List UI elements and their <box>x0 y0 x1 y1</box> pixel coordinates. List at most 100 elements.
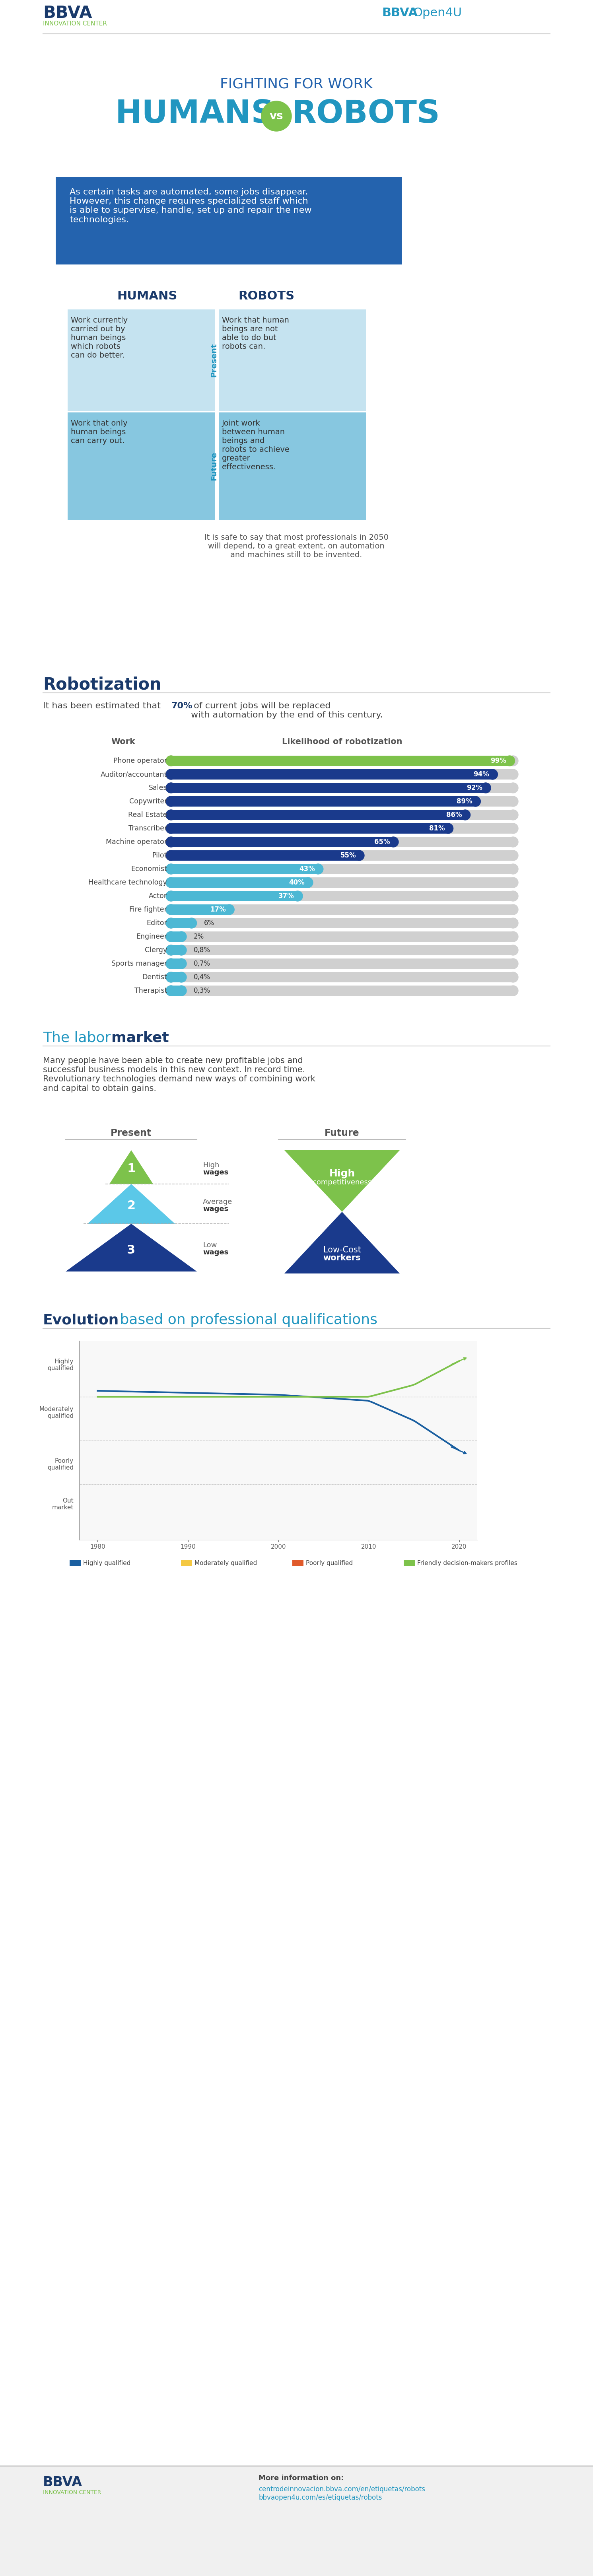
Text: Likelihood of robotization: Likelihood of robotization <box>282 737 402 744</box>
Circle shape <box>176 945 187 956</box>
Circle shape <box>505 755 515 765</box>
Text: Many people have been able to create new profitable jobs and
successful business: Many people have been able to create new… <box>43 1056 315 1092</box>
Text: Moderately
qualified: Moderately qualified <box>39 1406 74 1419</box>
Bar <box>171 987 513 997</box>
Text: Present: Present <box>111 1128 152 1139</box>
Circle shape <box>166 958 176 969</box>
Bar <box>219 412 366 520</box>
Text: It is safe to say that most professionals in 2050
will depend, to a great extent: It is safe to say that most professional… <box>204 533 388 559</box>
Bar <box>171 770 493 781</box>
Polygon shape <box>109 1151 153 1185</box>
Text: 0,8%: 0,8% <box>194 945 211 953</box>
Text: Sports manager: Sports manager <box>111 961 167 966</box>
Text: Machine operator: Machine operator <box>106 837 167 845</box>
Text: 6%: 6% <box>204 920 214 927</box>
Circle shape <box>166 958 176 969</box>
Text: Sales: Sales <box>149 783 167 791</box>
Bar <box>69 1561 81 1566</box>
Circle shape <box>166 863 176 873</box>
Circle shape <box>508 783 518 793</box>
Text: Future: Future <box>324 1128 359 1139</box>
Circle shape <box>508 824 518 835</box>
Circle shape <box>262 100 292 131</box>
Polygon shape <box>285 1211 400 1273</box>
Text: centrodeinnovacion.bbva.com/en/etiquetas/robots
bbvaopen4u.com/es/etiquetas/robo: centrodeinnovacion.bbva.com/en/etiquetas… <box>259 2486 425 2501</box>
Circle shape <box>166 987 176 997</box>
Text: Poorly qualified: Poorly qualified <box>306 1561 353 1566</box>
Circle shape <box>166 945 176 956</box>
Bar <box>171 891 298 902</box>
Text: Work: Work <box>111 737 135 744</box>
Text: Work that only
human beings
can carry out.: Work that only human beings can carry ou… <box>71 420 127 446</box>
Bar <box>171 904 229 914</box>
Bar <box>404 1561 415 1566</box>
Text: 2%: 2% <box>194 933 204 940</box>
Polygon shape <box>66 1224 197 1273</box>
Text: Pilot: Pilot <box>152 853 167 858</box>
Circle shape <box>166 933 176 943</box>
Circle shape <box>186 917 197 927</box>
Text: Engineer: Engineer <box>136 933 167 940</box>
Text: 81%: 81% <box>429 824 445 832</box>
Text: 40%: 40% <box>289 878 305 886</box>
Circle shape <box>487 770 498 781</box>
Text: competitiveness: competitiveness <box>313 1180 372 1185</box>
Bar <box>0 1028 593 1507</box>
Circle shape <box>166 891 176 902</box>
Bar <box>171 783 486 793</box>
Bar <box>171 917 513 927</box>
Text: 92%: 92% <box>467 783 483 791</box>
Circle shape <box>224 904 234 914</box>
Text: 0,3%: 0,3% <box>194 987 211 994</box>
Bar <box>171 933 181 943</box>
Bar <box>171 958 513 969</box>
Circle shape <box>470 796 480 806</box>
Text: FIGHTING FOR WORK: FIGHTING FOR WORK <box>220 77 372 90</box>
Text: 2: 2 <box>127 1200 135 1211</box>
Text: More information on:: More information on: <box>259 2476 344 2481</box>
Text: Future: Future <box>210 451 218 482</box>
Bar <box>0 39 593 209</box>
Bar <box>171 958 181 969</box>
Text: BBVA: BBVA <box>382 8 417 18</box>
Text: of current jobs will be replaced
with automation by the end of this century.: of current jobs will be replaced with au… <box>191 703 382 719</box>
Text: wages: wages <box>203 1170 228 1177</box>
Text: 55%: 55% <box>340 853 356 858</box>
Circle shape <box>166 796 176 806</box>
Text: Low: Low <box>203 1242 217 1249</box>
Bar <box>171 850 513 860</box>
Text: Highly qualified: Highly qualified <box>83 1561 130 1566</box>
Text: Actor: Actor <box>149 891 167 899</box>
Bar <box>171 837 513 848</box>
Circle shape <box>508 891 518 902</box>
Text: 99%: 99% <box>490 757 506 765</box>
Text: HUMANS: HUMANS <box>117 291 177 301</box>
Text: Average: Average <box>203 1198 232 1206</box>
Bar <box>171 824 448 835</box>
Bar <box>56 178 401 265</box>
Circle shape <box>166 863 176 873</box>
Bar <box>171 945 513 956</box>
Text: 86%: 86% <box>446 811 462 819</box>
Circle shape <box>443 824 453 835</box>
Text: 1: 1 <box>127 1162 135 1175</box>
Circle shape <box>508 878 518 889</box>
Text: Moderately qualified: Moderately qualified <box>195 1561 257 1566</box>
Circle shape <box>508 809 518 819</box>
Bar <box>171 933 513 943</box>
Text: BBVA: BBVA <box>43 5 92 21</box>
Bar <box>219 309 366 410</box>
Text: 3: 3 <box>127 1244 135 1255</box>
Circle shape <box>508 796 518 806</box>
Circle shape <box>166 783 176 793</box>
Circle shape <box>508 917 518 927</box>
Text: Open4U: Open4U <box>413 8 462 18</box>
Circle shape <box>292 891 303 902</box>
Bar <box>171 917 192 927</box>
Circle shape <box>166 809 176 819</box>
Circle shape <box>166 783 176 793</box>
Text: Healthcare technology: Healthcare technology <box>88 878 167 886</box>
Text: Work currently
carried out by
human beings
which robots
can do better.: Work currently carried out by human bein… <box>71 317 127 358</box>
Text: 43%: 43% <box>299 866 315 873</box>
Text: Economist: Economist <box>131 866 167 873</box>
